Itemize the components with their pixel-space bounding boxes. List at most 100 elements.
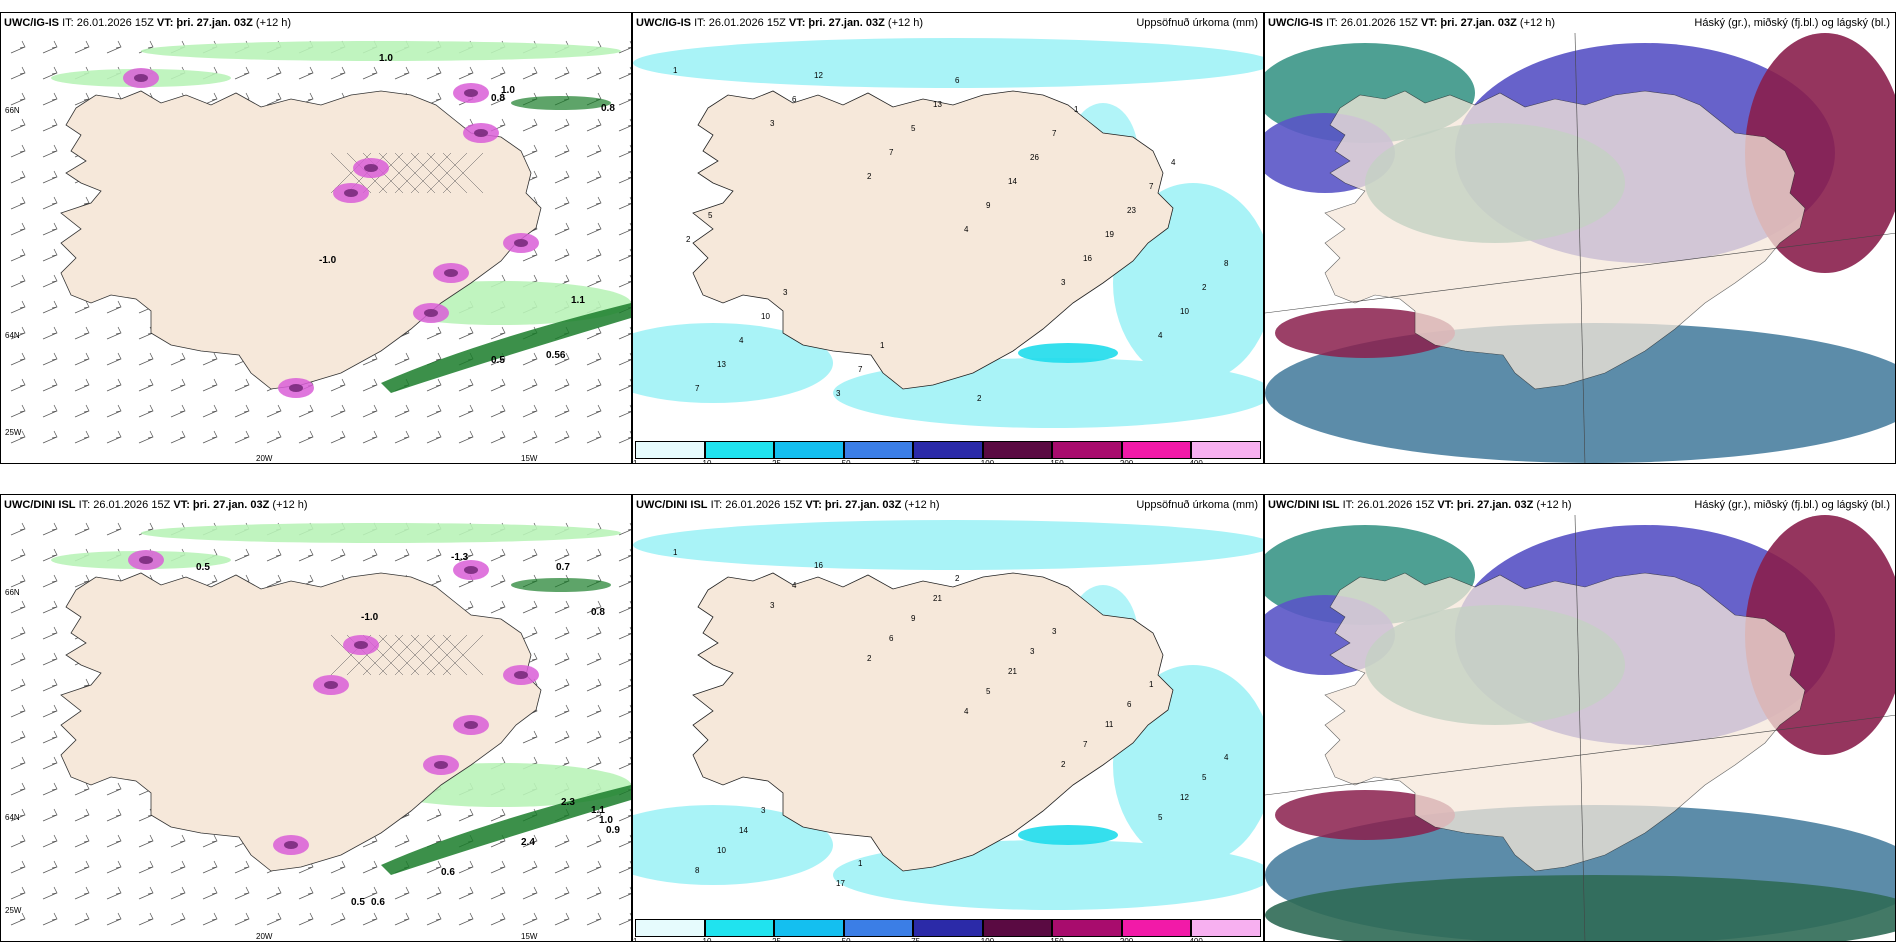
wind-barb xyxy=(234,404,250,418)
wind-barb xyxy=(42,118,58,132)
data-value: 0.8 xyxy=(601,103,615,114)
cloud-sea xyxy=(1265,875,1895,941)
wind-barb xyxy=(618,756,631,770)
wind-barb xyxy=(234,66,250,80)
valid-time: þri. 27.jan. 03Z xyxy=(824,499,902,511)
wind-barb xyxy=(618,196,631,210)
wind-barb xyxy=(266,66,282,80)
wind-barb xyxy=(458,66,474,80)
panel-title: UWC/DINI ISL IT: 26.01.2026 15Z VT: þri.… xyxy=(633,495,1263,515)
magenta-core xyxy=(284,841,298,849)
wind-barb xyxy=(618,144,631,158)
wind-barb xyxy=(106,326,122,340)
data-value: 0.56 xyxy=(546,350,566,361)
wind-barb xyxy=(586,404,602,418)
colorbar-label: 100 xyxy=(980,937,995,942)
precip-area xyxy=(633,520,1263,570)
wind-barb xyxy=(10,196,26,210)
wind-barb xyxy=(298,404,314,418)
lat-line xyxy=(1265,714,1895,796)
model-name: UWC/IG-IS xyxy=(1268,17,1323,29)
wind-barb xyxy=(426,326,442,340)
cloud-sea xyxy=(1265,323,1895,463)
wind-barb xyxy=(234,886,250,900)
wind-barb xyxy=(618,678,631,692)
data-value: 0.5 xyxy=(351,897,365,908)
precip-value: 2 xyxy=(867,654,872,663)
valid-time: þri. 27.jan. 03Z xyxy=(1456,499,1534,511)
wind-barb xyxy=(522,548,538,562)
wind-barb xyxy=(42,170,58,184)
panel-r2c3[interactable]: UWC/DINI ISL IT: 26.01.2026 15Z VT: þri.… xyxy=(1264,494,1896,942)
wind-barb xyxy=(522,626,538,640)
wind-barb xyxy=(266,404,282,418)
panel-r2c2[interactable]: UWC/DINI ISL IT: 26.01.2026 15Z VT: þri.… xyxy=(632,494,1264,942)
wind-barb xyxy=(234,430,250,444)
wind-barb xyxy=(522,834,538,848)
precip-value: 7 xyxy=(889,148,894,157)
wind-barb xyxy=(42,222,58,236)
wind-barb xyxy=(42,274,58,288)
wind-barb xyxy=(586,912,602,926)
wind-barb xyxy=(554,118,570,132)
panel-r2c1[interactable]: UWC/DINI ISL IT: 26.01.2026 15Z VT: þri.… xyxy=(0,494,632,942)
precip-value: 17 xyxy=(836,879,845,888)
wind-barb xyxy=(362,886,378,900)
wind-barb xyxy=(426,66,442,80)
wind-barb xyxy=(426,860,442,874)
wind-barb xyxy=(10,834,26,848)
colorbar-swatch xyxy=(635,919,705,937)
valid-time: þri. 27.jan. 03Z xyxy=(192,499,270,511)
wind-barb xyxy=(10,300,26,314)
axis-label-lon: 15W xyxy=(521,932,538,941)
wind-barb xyxy=(618,352,631,366)
wind-barb xyxy=(74,404,90,418)
wind-barb xyxy=(106,860,122,874)
wind-barb xyxy=(586,222,602,236)
precip-value: 5 xyxy=(1202,773,1207,782)
colorbar-label: 10 xyxy=(702,937,712,942)
wind-barb xyxy=(10,782,26,796)
panel-r1c2[interactable]: UWC/IG-IS IT: 26.01.2026 15Z VT: þri. 27… xyxy=(632,12,1264,464)
wind-barb xyxy=(554,652,570,666)
magenta-core xyxy=(344,189,358,197)
magenta-core xyxy=(324,681,338,689)
wind-barb xyxy=(10,170,26,184)
hatch-mark xyxy=(410,634,452,676)
wind-barb xyxy=(458,378,474,392)
wind-barb xyxy=(106,522,122,536)
wind-barb xyxy=(266,430,282,444)
wind-barb xyxy=(106,430,122,444)
data-value: 1.0 xyxy=(379,53,393,64)
wind-barb xyxy=(522,118,538,132)
wind-barb xyxy=(426,378,442,392)
wind-barb xyxy=(234,860,250,874)
colorbar-swatch xyxy=(1191,441,1261,459)
panel-r1c1[interactable]: UWC/IG-IS IT: 26.01.2026 15Z VT: þri. 27… xyxy=(0,12,632,464)
wind-barb xyxy=(74,912,90,926)
panel-r1c3[interactable]: UWC/IG-IS IT: 26.01.2026 15Z VT: þri. 27… xyxy=(1264,12,1896,464)
wind-barb xyxy=(74,574,90,588)
wind-barb xyxy=(554,66,570,80)
wind-barb xyxy=(106,834,122,848)
wind-barb xyxy=(362,404,378,418)
colorbar-swatch xyxy=(843,441,914,459)
iceland-land xyxy=(1324,572,1806,872)
lead-time: (+12 h) xyxy=(904,499,940,511)
precip-value: 14 xyxy=(1008,177,1017,186)
axis-label-lat: 66N xyxy=(5,106,20,115)
wind-barb xyxy=(202,352,218,366)
wind-barb xyxy=(618,704,631,718)
precip-value: 5 xyxy=(986,687,991,696)
precip-value: 9 xyxy=(911,614,916,623)
lat-line xyxy=(1265,232,1895,314)
precip-value: 8 xyxy=(1224,259,1229,268)
wind-barb xyxy=(42,782,58,796)
wind-barb xyxy=(74,834,90,848)
wind-barb xyxy=(202,886,218,900)
hatch-mark xyxy=(426,152,468,194)
magenta-core xyxy=(434,761,448,769)
precip-value: 26 xyxy=(1030,153,1039,162)
precip-value: 6 xyxy=(955,76,960,85)
precip-value: 4 xyxy=(964,707,969,716)
